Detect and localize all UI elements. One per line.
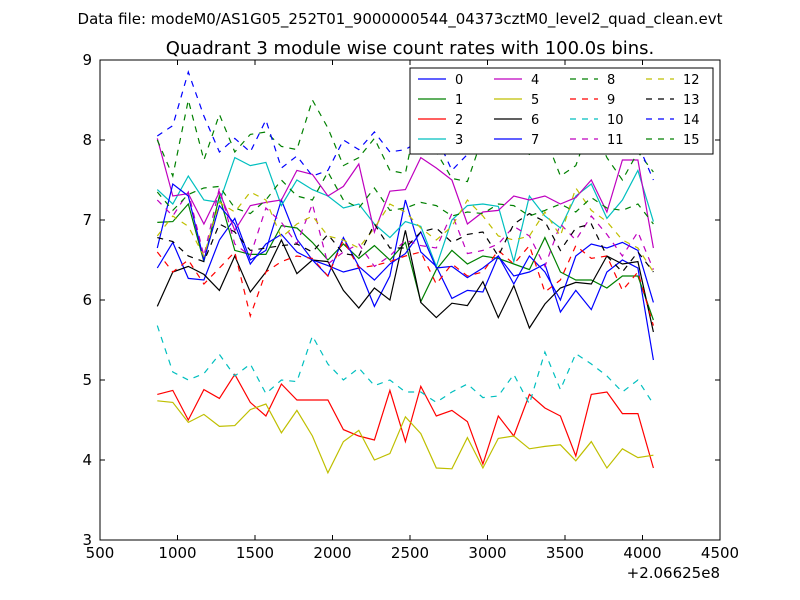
- x-tick-label: 1000: [158, 544, 196, 562]
- series-line-6: [156, 230, 654, 333]
- legend-box: [409, 67, 714, 155]
- legend-label-8: 8: [607, 73, 615, 88]
- chart-title: Quadrant 3 module wise count rates with …: [166, 38, 655, 59]
- axis-ticks: 500 1000 1500 2000 2500 3000 3500 4000 4500 3 4 5 6 7…: [82, 51, 739, 562]
- y-tick-label: 4: [82, 451, 92, 469]
- x-offset-label: +2.06625e8: [627, 564, 720, 582]
- legend-label-4: 4: [531, 73, 539, 88]
- legend-label-2: 2: [455, 113, 463, 128]
- series-layer: [156, 70, 654, 475]
- series-line-7: [156, 182, 654, 303]
- x-tick-label: 3000: [468, 544, 506, 562]
- x-tick-label: 1500: [236, 544, 274, 562]
- series-line-4: [156, 138, 654, 249]
- y-tick-label: 3: [82, 531, 92, 549]
- legend-label-1: 1: [455, 93, 463, 108]
- legend-label-13: 13: [683, 93, 700, 108]
- series-line-0: [156, 198, 654, 361]
- y-tick-label: 8: [82, 131, 92, 149]
- x-tick-label: 4500: [701, 544, 739, 562]
- series-line-2: [157, 373, 654, 469]
- x-tick-label: 2000: [313, 544, 351, 562]
- series-line-1: [157, 193, 654, 321]
- series-line-3: [156, 156, 654, 269]
- legend-label-3: 3: [455, 133, 463, 148]
- x-tick-label: 2500: [391, 544, 429, 562]
- series-line-15: [156, 170, 654, 225]
- series-line-12: [156, 186, 654, 273]
- legend-label-15: 15: [683, 133, 700, 148]
- y-tick-label: 5: [82, 371, 92, 389]
- legend-label-9: 9: [607, 93, 615, 108]
- legend-label-7: 7: [531, 133, 539, 148]
- legend-label-6: 6: [531, 113, 539, 128]
- series-line-9: [156, 238, 654, 326]
- x-tick-label: 4000: [623, 544, 661, 562]
- y-tick-label: 6: [82, 291, 92, 309]
- legend-label-12: 12: [683, 73, 700, 88]
- legend-label-5: 5: [531, 93, 539, 108]
- legend-label-10: 10: [607, 113, 624, 128]
- legend-label-14: 14: [683, 113, 700, 128]
- y-tick-label: 9: [82, 51, 92, 69]
- legend-label-11: 11: [607, 133, 624, 148]
- chart-suptitle: Data file: modeM0/AS1G05_252T01_90000005…: [78, 10, 723, 29]
- series-line-5: [157, 400, 654, 475]
- legend-label-0: 0: [455, 73, 463, 88]
- y-tick-label: 7: [82, 211, 92, 229]
- x-tick-label: 500: [86, 544, 115, 562]
- x-tick-label: 3500: [546, 544, 584, 562]
